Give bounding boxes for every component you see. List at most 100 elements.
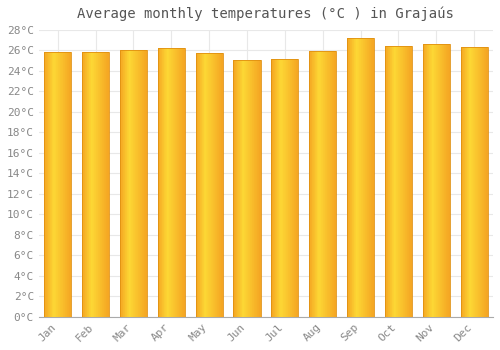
Bar xyxy=(320,51,322,317)
Bar xyxy=(137,50,138,317)
Bar xyxy=(286,59,287,317)
Bar xyxy=(122,50,123,317)
Bar xyxy=(435,44,436,317)
Bar xyxy=(287,59,288,317)
Bar xyxy=(257,60,258,317)
Bar xyxy=(439,44,440,317)
Bar xyxy=(52,52,53,317)
Bar xyxy=(168,48,170,317)
Bar xyxy=(329,51,330,317)
Bar xyxy=(146,50,147,317)
Bar xyxy=(124,50,126,317)
Bar xyxy=(82,52,109,317)
Bar xyxy=(167,48,168,317)
Bar xyxy=(368,38,370,317)
Bar xyxy=(271,59,272,317)
Bar xyxy=(464,47,466,317)
Bar xyxy=(437,44,438,317)
Bar xyxy=(239,60,240,317)
Bar xyxy=(449,44,450,317)
Bar xyxy=(166,48,167,317)
Bar xyxy=(371,38,372,317)
Bar xyxy=(460,47,488,317)
Bar xyxy=(94,52,95,317)
Bar xyxy=(295,59,296,317)
Bar xyxy=(396,46,397,317)
Bar xyxy=(54,52,55,317)
Bar xyxy=(45,52,46,317)
Bar xyxy=(271,59,298,317)
Bar xyxy=(392,46,393,317)
Bar xyxy=(442,44,443,317)
Bar xyxy=(292,59,293,317)
Bar xyxy=(401,46,402,317)
Bar xyxy=(104,52,105,317)
Bar xyxy=(468,47,469,317)
Bar xyxy=(120,50,121,317)
Bar xyxy=(332,51,333,317)
Bar xyxy=(211,53,212,317)
Title: Average monthly temperatures (°C ) in Grajaús: Average monthly temperatures (°C ) in Gr… xyxy=(78,7,454,21)
Bar xyxy=(395,46,396,317)
Bar xyxy=(314,51,315,317)
Bar xyxy=(461,47,462,317)
Bar xyxy=(472,47,473,317)
Bar xyxy=(213,53,214,317)
Bar xyxy=(206,53,207,317)
Bar xyxy=(364,38,366,317)
Bar xyxy=(483,47,484,317)
Bar xyxy=(470,47,472,317)
Bar xyxy=(478,47,479,317)
Bar xyxy=(60,52,61,317)
Bar xyxy=(399,46,400,317)
Bar xyxy=(96,52,97,317)
Bar xyxy=(389,46,390,317)
Bar xyxy=(291,59,292,317)
Bar xyxy=(246,60,247,317)
Bar xyxy=(428,44,429,317)
Bar xyxy=(460,47,461,317)
Bar xyxy=(477,47,478,317)
Bar xyxy=(447,44,448,317)
Bar xyxy=(422,44,450,317)
Bar xyxy=(434,44,435,317)
Bar xyxy=(238,60,239,317)
Bar xyxy=(359,38,360,317)
Bar xyxy=(315,51,316,317)
Bar xyxy=(46,52,47,317)
Bar xyxy=(160,48,161,317)
Bar xyxy=(240,60,241,317)
Bar xyxy=(290,59,291,317)
Bar xyxy=(245,60,246,317)
Bar xyxy=(333,51,334,317)
Bar xyxy=(56,52,57,317)
Bar xyxy=(486,47,487,317)
Bar xyxy=(318,51,320,317)
Bar xyxy=(309,51,310,317)
Bar xyxy=(446,44,447,317)
Bar xyxy=(354,38,355,317)
Bar xyxy=(390,46,391,317)
Bar xyxy=(44,52,72,317)
Bar xyxy=(326,51,327,317)
Bar xyxy=(47,52,48,317)
Bar xyxy=(133,50,134,317)
Bar xyxy=(51,52,52,317)
Bar xyxy=(284,59,285,317)
Bar xyxy=(142,50,143,317)
Bar xyxy=(288,59,289,317)
Bar xyxy=(352,38,353,317)
Bar xyxy=(331,51,332,317)
Bar xyxy=(165,48,166,317)
Bar xyxy=(250,60,251,317)
Bar xyxy=(296,59,297,317)
Bar xyxy=(176,48,178,317)
Bar xyxy=(61,52,62,317)
Bar xyxy=(180,48,181,317)
Bar xyxy=(387,46,388,317)
Bar xyxy=(139,50,140,317)
Bar xyxy=(248,60,249,317)
Bar xyxy=(59,52,60,317)
Bar xyxy=(197,53,198,317)
Bar xyxy=(330,51,331,317)
